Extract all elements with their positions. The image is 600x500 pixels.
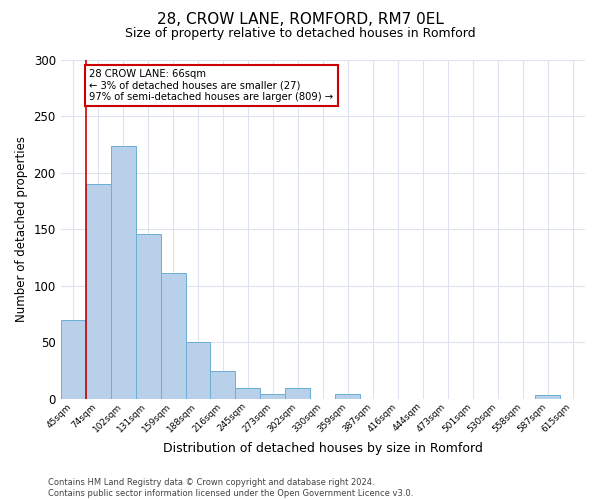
Bar [110, 146, 136, 399]
Text: 28 CROW LANE: 66sqm
← 3% of detached houses are smaller (27)
97% of semi-detache: 28 CROW LANE: 66sqm ← 3% of detached hou… [89, 69, 334, 102]
Bar [61, 320, 86, 399]
Y-axis label: Number of detached properties: Number of detached properties [15, 136, 28, 322]
Bar [260, 394, 286, 399]
Bar [335, 394, 360, 399]
Bar [211, 370, 235, 399]
Bar [86, 184, 110, 399]
Bar [535, 396, 560, 399]
Text: Size of property relative to detached houses in Romford: Size of property relative to detached ho… [125, 28, 475, 40]
X-axis label: Distribution of detached houses by size in Romford: Distribution of detached houses by size … [163, 442, 483, 455]
Bar [161, 274, 185, 399]
Bar [235, 388, 260, 399]
Text: 28, CROW LANE, ROMFORD, RM7 0EL: 28, CROW LANE, ROMFORD, RM7 0EL [157, 12, 443, 28]
Bar [136, 234, 161, 399]
Bar [286, 388, 310, 399]
Bar [185, 342, 211, 399]
Text: Contains HM Land Registry data © Crown copyright and database right 2024.
Contai: Contains HM Land Registry data © Crown c… [48, 478, 413, 498]
